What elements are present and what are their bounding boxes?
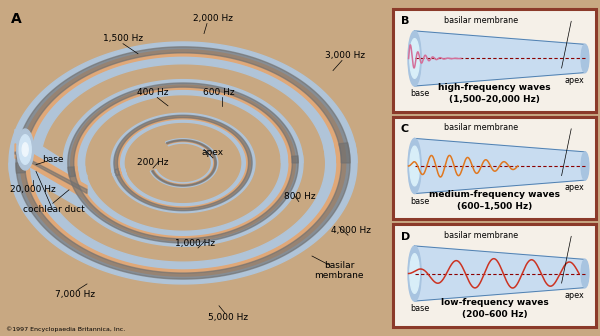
- FancyBboxPatch shape: [393, 9, 596, 112]
- Polygon shape: [15, 129, 87, 212]
- Text: 800 Hz: 800 Hz: [284, 192, 316, 201]
- Text: A: A: [11, 12, 22, 26]
- Text: 200 Hz: 200 Hz: [137, 159, 169, 167]
- Polygon shape: [111, 113, 255, 213]
- Ellipse shape: [581, 44, 589, 73]
- Polygon shape: [68, 83, 298, 177]
- Ellipse shape: [581, 152, 589, 180]
- Polygon shape: [63, 80, 303, 177]
- Text: ©1997 Encyclopaedia Britannica, Inc.: ©1997 Encyclopaedia Britannica, Inc.: [6, 326, 125, 332]
- Ellipse shape: [408, 246, 421, 301]
- FancyBboxPatch shape: [393, 224, 596, 327]
- Polygon shape: [71, 85, 295, 176]
- Polygon shape: [20, 143, 346, 276]
- Text: 1,000 Hz: 1,000 Hz: [175, 239, 215, 248]
- Polygon shape: [150, 139, 218, 187]
- Text: basilar membrane: basilar membrane: [444, 16, 518, 25]
- Text: base: base: [410, 89, 429, 98]
- Polygon shape: [152, 140, 215, 185]
- Polygon shape: [9, 42, 357, 173]
- Ellipse shape: [408, 138, 421, 194]
- Polygon shape: [9, 142, 357, 284]
- Text: apex: apex: [564, 76, 584, 85]
- Text: 20,000 Hz: 20,000 Hz: [10, 185, 56, 194]
- Text: high-frequency waves: high-frequency waves: [438, 83, 551, 92]
- Text: 400 Hz: 400 Hz: [137, 88, 169, 97]
- Polygon shape: [20, 50, 346, 173]
- Text: base: base: [42, 155, 64, 164]
- Ellipse shape: [17, 129, 34, 170]
- Polygon shape: [68, 156, 298, 243]
- Ellipse shape: [410, 254, 419, 293]
- Ellipse shape: [410, 146, 419, 186]
- Polygon shape: [15, 152, 87, 194]
- Ellipse shape: [408, 31, 421, 86]
- Text: (600–1,500 Hz): (600–1,500 Hz): [457, 203, 532, 211]
- Text: (200–600 Hz): (200–600 Hz): [461, 310, 527, 319]
- Text: medium-frequency waves: medium-frequency waves: [429, 191, 560, 199]
- Text: (1,500–20,000 Hz): (1,500–20,000 Hz): [449, 95, 540, 104]
- Polygon shape: [415, 138, 585, 194]
- Text: base: base: [410, 197, 429, 206]
- Text: basilar
membrane: basilar membrane: [314, 261, 364, 280]
- Polygon shape: [16, 143, 350, 279]
- Text: 1,500 Hz: 1,500 Hz: [103, 34, 143, 43]
- Text: apex: apex: [202, 149, 224, 157]
- FancyBboxPatch shape: [393, 117, 596, 219]
- Text: basilar membrane: basilar membrane: [444, 231, 518, 240]
- Polygon shape: [152, 140, 217, 186]
- Text: apex: apex: [564, 183, 584, 193]
- Text: low-frequency waves: low-frequency waves: [440, 298, 548, 307]
- Polygon shape: [15, 144, 87, 200]
- Polygon shape: [116, 117, 250, 209]
- Text: 7,000 Hz: 7,000 Hz: [55, 290, 95, 298]
- Text: cochlear duct: cochlear duct: [23, 206, 85, 214]
- Ellipse shape: [410, 39, 419, 78]
- Text: apex: apex: [564, 291, 584, 300]
- Text: 4,000 Hz: 4,000 Hz: [331, 226, 371, 235]
- Polygon shape: [63, 156, 303, 246]
- Text: base: base: [410, 304, 429, 313]
- Polygon shape: [415, 31, 585, 86]
- Text: 2,000 Hz: 2,000 Hz: [193, 14, 233, 23]
- Ellipse shape: [22, 143, 28, 156]
- Ellipse shape: [19, 135, 31, 164]
- Text: 5,000 Hz: 5,000 Hz: [208, 313, 248, 322]
- Polygon shape: [415, 246, 585, 301]
- Polygon shape: [16, 47, 350, 173]
- Text: C: C: [401, 124, 409, 134]
- Text: D: D: [401, 232, 410, 242]
- Text: 3,000 Hz: 3,000 Hz: [325, 51, 365, 60]
- Text: basilar membrane: basilar membrane: [444, 123, 518, 132]
- Polygon shape: [114, 115, 252, 211]
- Text: B: B: [401, 16, 409, 27]
- Ellipse shape: [581, 259, 589, 288]
- Polygon shape: [71, 156, 295, 241]
- Text: 600 Hz: 600 Hz: [203, 88, 235, 97]
